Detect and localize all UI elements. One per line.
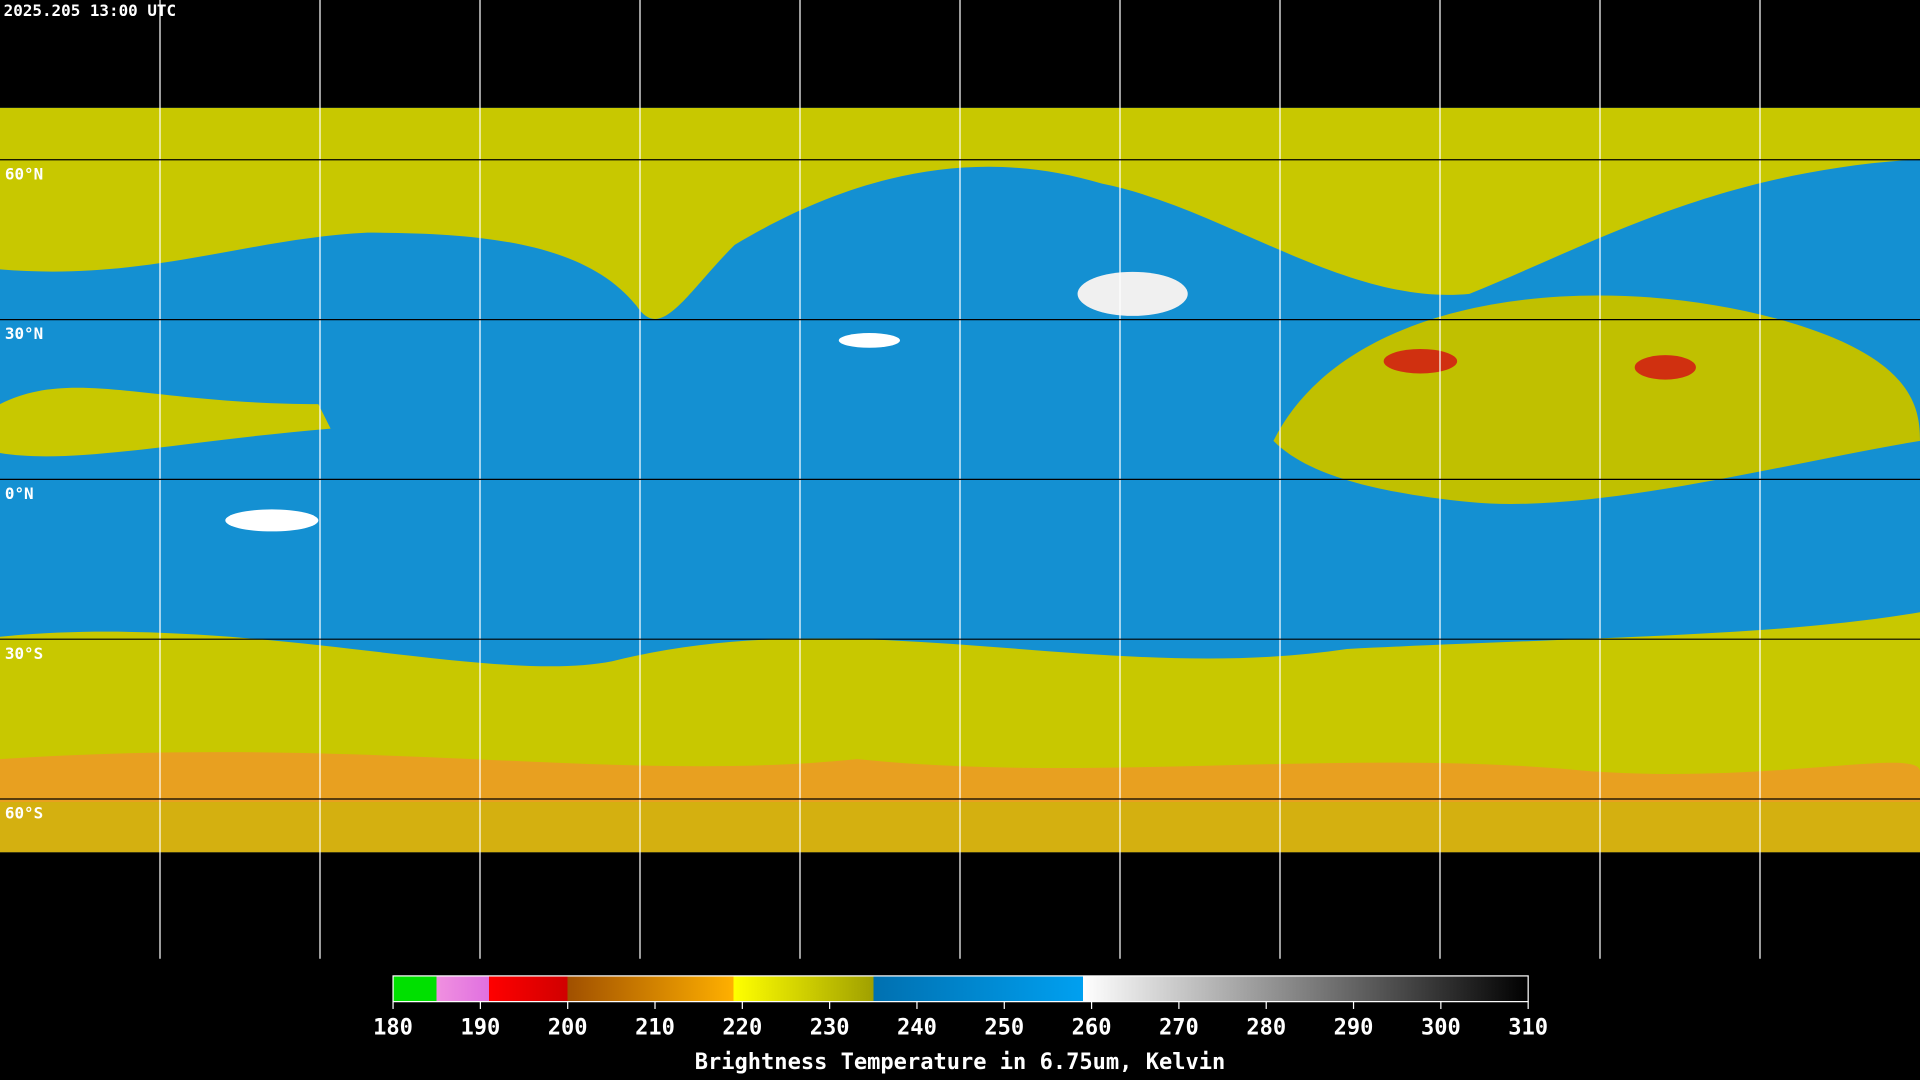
colorbar-tick-label: 250 bbox=[984, 1016, 1024, 1041]
colorbar-tick-label: 310 bbox=[1508, 1016, 1548, 1041]
timestamp: 2025.205 13:00 UTC bbox=[4, 1, 176, 20]
colorbar-tick-label: 180 bbox=[373, 1016, 413, 1041]
colorbar-tick-label: 210 bbox=[635, 1016, 675, 1041]
colorbar-tick-label: 260 bbox=[1072, 1016, 1112, 1041]
colorbar-tick-label: 290 bbox=[1334, 1016, 1374, 1041]
graticule: 60°N 30°N 0°N 30°S 60°S bbox=[0, 0, 1920, 959]
colorbar-tick-label: 300 bbox=[1421, 1016, 1461, 1041]
colorbar-title: Brightness Temperature in 6.75um, Kelvin bbox=[695, 1050, 1226, 1075]
colorbar-tick-label: 200 bbox=[548, 1016, 588, 1041]
lat-label: 30°S bbox=[5, 644, 43, 663]
colorbar-tick-label: 230 bbox=[810, 1016, 850, 1041]
lat-label: 60°N bbox=[5, 164, 43, 183]
colorbar-tick-label: 220 bbox=[722, 1016, 762, 1041]
lat-label: 0°N bbox=[5, 484, 34, 503]
colorbar-tick-label: 240 bbox=[897, 1016, 937, 1041]
lat-label: 30°N bbox=[5, 324, 43, 343]
colorbar-tick-label: 190 bbox=[460, 1016, 500, 1041]
colorbar-tick-label: 280 bbox=[1246, 1016, 1286, 1041]
colorbar bbox=[392, 975, 1529, 1003]
colorbar-tick-label: 270 bbox=[1159, 1016, 1199, 1041]
lat-label: 60°S bbox=[5, 804, 43, 823]
